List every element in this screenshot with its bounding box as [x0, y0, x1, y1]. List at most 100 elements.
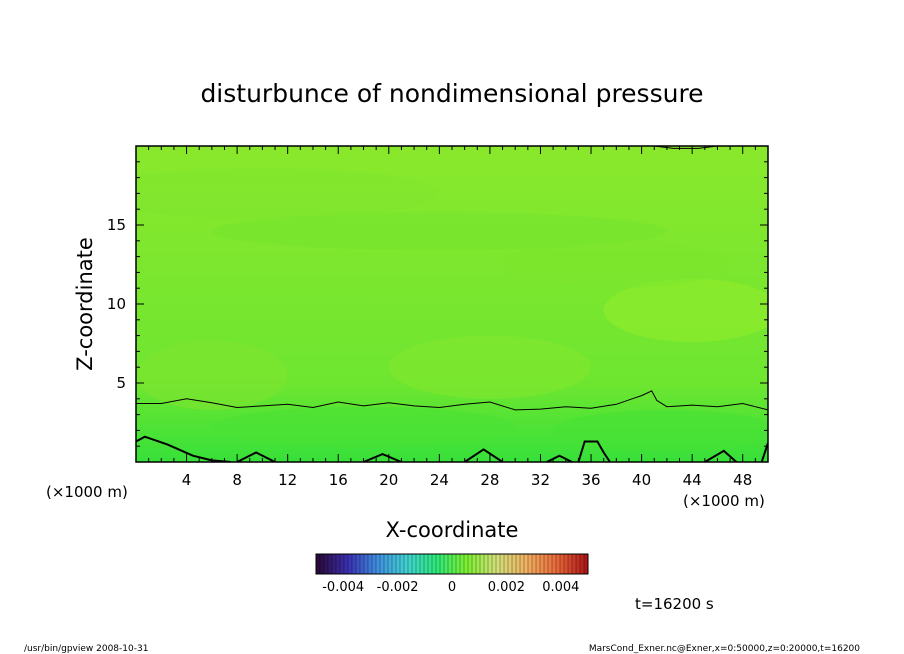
- colorbar-cell: [364, 554, 369, 574]
- colorbar-cell: [564, 554, 569, 574]
- colorbar-cell: [476, 554, 481, 574]
- colorbar-tick-labels: -0.004 -0.002 0 0.002 0.004: [322, 580, 579, 595]
- colorbar-cell: [356, 554, 361, 574]
- x-tick-label: 48: [733, 471, 752, 489]
- y-tick-label: 10: [107, 295, 126, 313]
- time-label: t=16200 s: [635, 595, 714, 613]
- x-tick-label: 20: [379, 471, 398, 489]
- colorbar-tick-label: -0.002: [377, 580, 419, 595]
- colorbar-cell: [328, 554, 333, 574]
- colorbar-cell: [496, 554, 501, 574]
- contour-thick-3: [464, 448, 504, 462]
- x-units-left: (×1000 m): [46, 483, 128, 501]
- colorbar-cell: [424, 554, 429, 574]
- colorbar-cell: [572, 554, 577, 574]
- colorbar-tick-label: 0.002: [488, 580, 525, 595]
- colorbar-cell: [384, 554, 389, 574]
- colorbar-cell: [468, 554, 473, 574]
- colorbar: [315, 553, 589, 575]
- colorbar-cell: [532, 554, 537, 574]
- colorbar-cell: [416, 554, 421, 574]
- y-axis-ticks: 5 10 15: [107, 161, 768, 447]
- colorbar-cell: [368, 554, 373, 574]
- colorbar-cell: [376, 554, 381, 574]
- colorbar-cell: [324, 554, 329, 574]
- colorbar-cell: [580, 554, 585, 574]
- colorbar-cell: [456, 554, 461, 574]
- contour-thick-2: [363, 453, 402, 462]
- field-patch-5: [502, 240, 731, 289]
- colorbar-cell: [528, 554, 533, 574]
- colorbar-cell: [568, 554, 573, 574]
- contour-lines: [136, 146, 768, 462]
- chart-title: disturbunce of nondimensional pressure: [200, 79, 703, 108]
- colorbar-cell: [440, 554, 445, 574]
- colorbar-cell: [516, 554, 521, 574]
- colorbar-cell: [544, 554, 549, 574]
- contour-thick-0: [136, 435, 231, 462]
- colorbar-cell: [404, 554, 409, 574]
- field-variations: [136, 168, 768, 451]
- colorbar-cell: [536, 554, 541, 574]
- colorbar-cell: [316, 554, 321, 574]
- field-patch-0: [136, 168, 440, 219]
- y-tick-label: 15: [107, 216, 126, 234]
- x-tick-label: 16: [329, 471, 348, 489]
- field-patch-1: [211, 212, 667, 251]
- x-tick-label: 8: [232, 471, 242, 489]
- field-patch-6: [211, 406, 516, 448]
- colorbar-cell: [560, 554, 565, 574]
- colorbar-cell: [464, 554, 469, 574]
- colorbar-cell: [400, 554, 405, 574]
- x-tick-label: 36: [581, 471, 600, 489]
- colorbar-cell: [408, 554, 413, 574]
- x-tick-label: 24: [430, 471, 449, 489]
- colorbar-tick-label: 0: [448, 580, 456, 595]
- colorbar-cell: [340, 554, 345, 574]
- field-patch-2: [136, 340, 288, 410]
- colorbar-cell: [396, 554, 401, 574]
- colorbar-cell: [460, 554, 465, 574]
- x-tick-label: 12: [278, 471, 297, 489]
- colorbar-frame: [315, 553, 589, 575]
- x-axis-label: X-coordinate: [386, 518, 519, 542]
- colorbar-cell: [388, 554, 393, 574]
- colorbar-cell: [412, 554, 417, 574]
- colorbar-cell: [372, 554, 377, 574]
- footer-right: MarsCond_Exner.nc@Exner,x=0:50000,z=0:20…: [589, 644, 860, 654]
- colorbar-cell: [352, 554, 357, 574]
- colorbar-cell: [584, 554, 589, 574]
- field-patch-4: [603, 278, 768, 342]
- colorbar-cell: [380, 554, 385, 574]
- colorbar-cell: [548, 554, 553, 574]
- x-tick-label: 4: [182, 471, 192, 489]
- colorbar-cell: [540, 554, 545, 574]
- x-tick-label: 44: [683, 471, 702, 489]
- colorbar-cell: [392, 554, 397, 574]
- field-patch-3: [388, 335, 592, 399]
- contour-thick-6: [704, 449, 738, 462]
- colorbar-cell: [500, 554, 505, 574]
- x-axis-ticks: 4 8 12 16 20 24 28 32 36 40 44 48: [148, 146, 756, 489]
- field-patch-7: [553, 409, 768, 451]
- colorbar-tick-label: 0.004: [542, 580, 579, 595]
- footer-left: /usr/bin/gpview 2008-10-31: [24, 644, 148, 654]
- colorbar-cell: [420, 554, 425, 574]
- colorbar-tick-label: -0.004: [322, 580, 364, 595]
- y-tick-label: 5: [116, 374, 126, 392]
- colorbar-cell: [484, 554, 489, 574]
- colorbar-cell: [360, 554, 365, 574]
- colorbar-cell: [436, 554, 441, 574]
- contour-top: [654, 146, 718, 149]
- colorbar-cell: [520, 554, 525, 574]
- colorbar-cell: [452, 554, 457, 574]
- colorbar-cell: [480, 554, 485, 574]
- contour-thick-5: [577, 440, 611, 462]
- colorbar-cell: [472, 554, 477, 574]
- colorbar-cell: [336, 554, 341, 574]
- colorbar-cell: [344, 554, 349, 574]
- contour-thin: [136, 390, 768, 411]
- colorbar-cell: [552, 554, 557, 574]
